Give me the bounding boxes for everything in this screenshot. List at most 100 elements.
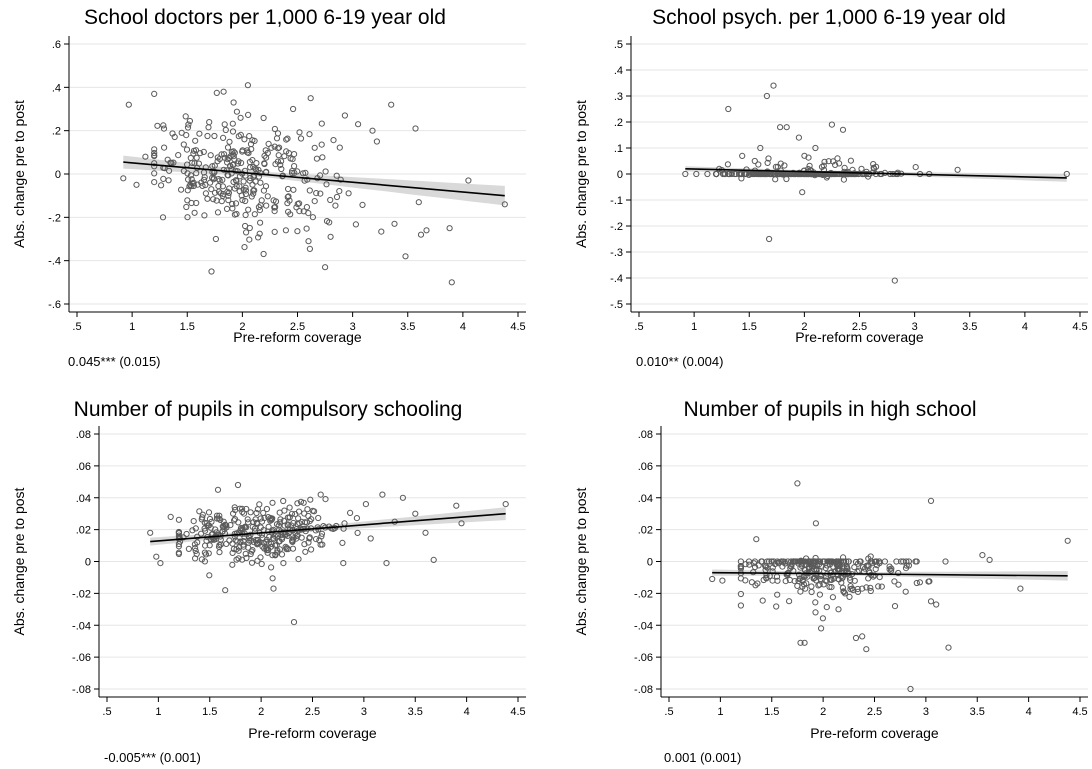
- data-point: [239, 196, 246, 204]
- x-tick-label: .5: [634, 321, 643, 333]
- data-point: [869, 560, 876, 567]
- data-point: [945, 644, 952, 651]
- data-point: [202, 527, 209, 534]
- data-point: [232, 200, 240, 207]
- x-axis-label: Pre-reform coverage: [233, 329, 362, 345]
- data-point: [303, 204, 310, 211]
- data-point: [353, 515, 360, 522]
- data-point: [198, 179, 205, 186]
- data-point: [305, 539, 312, 546]
- data-point: [252, 165, 259, 172]
- data-point: [332, 202, 339, 209]
- data-point: [905, 558, 913, 565]
- data-point: [322, 168, 329, 175]
- data-point: [816, 591, 824, 598]
- data-point: [133, 181, 140, 188]
- data-point: [220, 134, 227, 141]
- data-point: [891, 277, 898, 284]
- data-point: [231, 516, 239, 523]
- data-point: [812, 609, 819, 616]
- data-point: [225, 192, 232, 199]
- data-point: [230, 99, 237, 106]
- y-tick-label: -.4: [48, 256, 61, 268]
- y-tick-label: 0: [617, 169, 623, 181]
- data-point: [773, 603, 780, 610]
- data-point: [345, 190, 352, 197]
- y-tick-label: -.5: [610, 299, 623, 311]
- x-tick-label: 3.5: [408, 706, 423, 718]
- data-point: [737, 575, 745, 582]
- data-point: [184, 187, 191, 194]
- data-point: [251, 137, 258, 144]
- data-point: [289, 538, 296, 546]
- y-tick-label: -.02: [634, 588, 653, 600]
- data-point: [269, 552, 276, 559]
- data-point: [256, 207, 263, 214]
- data-point: [228, 170, 235, 177]
- data-point: [856, 558, 863, 565]
- data-point: [724, 161, 732, 168]
- data-point: [218, 151, 225, 158]
- data-point: [281, 522, 288, 529]
- data-point: [191, 160, 198, 167]
- data-point: [916, 579, 924, 586]
- y-tick-label: .1: [614, 143, 623, 155]
- y-tick-label: .08: [638, 429, 653, 441]
- data-point: [378, 228, 385, 235]
- data-point: [287, 211, 294, 218]
- x-tick-label: 4.5: [510, 706, 525, 718]
- data-point: [278, 165, 285, 173]
- data-point: [243, 229, 250, 236]
- data-point: [942, 558, 949, 565]
- data-point: [272, 552, 279, 559]
- data-point: [787, 562, 794, 569]
- x-tick-label: 2.5: [852, 321, 867, 333]
- data-point: [801, 152, 808, 159]
- y-tick-label: -.4: [610, 273, 623, 285]
- data-point: [268, 564, 275, 571]
- data-point: [262, 183, 270, 190]
- data-point: [736, 170, 743, 178]
- data-point: [954, 166, 961, 173]
- data-point: [253, 519, 261, 526]
- data-point: [501, 201, 508, 208]
- data-point: [298, 518, 305, 526]
- data-point: [704, 170, 711, 178]
- data-point: [719, 170, 727, 178]
- data-point: [369, 127, 376, 134]
- x-tick-label: 4.5: [510, 321, 525, 333]
- y-tick-label: 0: [55, 169, 61, 181]
- x-tick-label: .5: [102, 706, 111, 718]
- data-point: [259, 543, 266, 550]
- x-tick-label: 1.5: [764, 706, 779, 718]
- y-tick-label: -.04: [72, 620, 91, 632]
- data-point: [852, 170, 859, 178]
- data-point: [267, 515, 274, 522]
- y-tick-label: -.08: [634, 684, 653, 696]
- coefficient-annotation: 0.045*** (0.015): [68, 354, 161, 369]
- data-point: [260, 114, 267, 122]
- data-point: [865, 575, 872, 582]
- data-point: [719, 577, 726, 584]
- data-point: [213, 515, 221, 522]
- data-point: [214, 486, 222, 493]
- data-point: [828, 584, 835, 591]
- data-point: [748, 579, 756, 586]
- data-point: [220, 166, 227, 173]
- data-point: [336, 144, 343, 151]
- data-point: [849, 585, 856, 592]
- data-point: [745, 171, 753, 178]
- data-point: [198, 530, 205, 537]
- data-point: [367, 535, 374, 542]
- data-point: [979, 552, 986, 559]
- data-point: [313, 190, 320, 197]
- data-point: [242, 187, 249, 194]
- data-point: [294, 228, 301, 235]
- data-point: [263, 202, 270, 209]
- data-point: [256, 501, 263, 508]
- data-point: [235, 519, 242, 526]
- data-point: [402, 253, 409, 260]
- data-point: [251, 211, 258, 218]
- data-point: [233, 546, 240, 553]
- data-point: [231, 533, 238, 540]
